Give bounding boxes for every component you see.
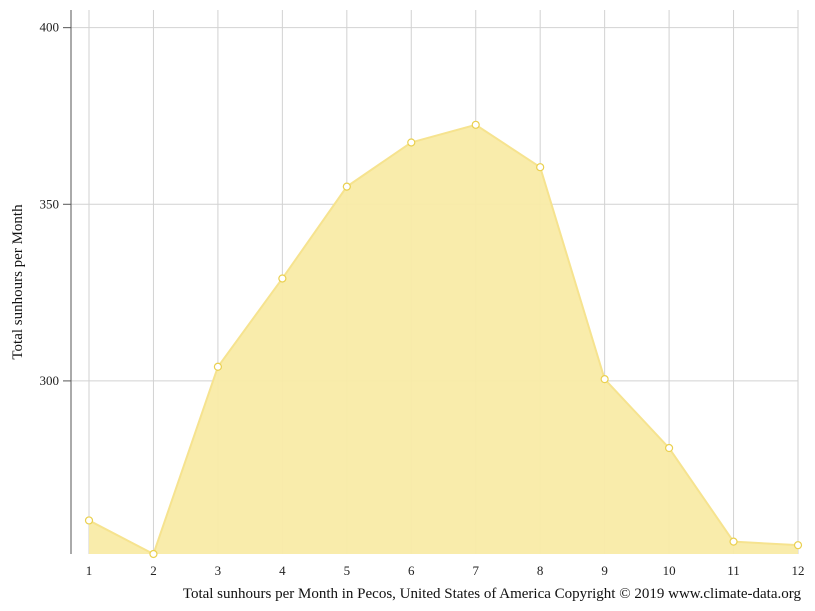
axis-layer <box>63 10 72 554</box>
data-point <box>407 138 416 147</box>
marker-layer <box>84 120 803 559</box>
data-point <box>213 362 223 371</box>
series-line <box>88 123 799 555</box>
data-point <box>84 516 94 525</box>
x-tick-label: 9 <box>601 563 608 578</box>
chart-caption: Total sunhours per Month in Pecos, Unite… <box>183 586 802 602</box>
data-point <box>471 120 480 129</box>
x-tick-label: 1 <box>86 563 93 578</box>
y-tick-label: 400 <box>40 20 60 35</box>
data-point <box>793 541 803 550</box>
data-point <box>536 163 545 172</box>
x-tick-label: 12 <box>792 563 805 578</box>
data-point <box>600 375 609 384</box>
x-tick-label: 4 <box>279 563 286 578</box>
x-tick-label: 6 <box>408 563 415 578</box>
y-axis-title: Total sunhours per Month <box>10 204 26 360</box>
y-tick-label: 350 <box>40 196 60 211</box>
x-tick-label: 5 <box>344 563 351 578</box>
x-tick-label: 7 <box>472 563 479 578</box>
data-point <box>729 537 738 546</box>
x-tick-label: 8 <box>537 563 544 578</box>
x-tick-label: 11 <box>727 563 740 578</box>
x-tick-label: 3 <box>215 563 222 578</box>
area-layer <box>88 123 799 555</box>
series-area <box>89 124 798 555</box>
x-tick-label: 10 <box>663 563 676 578</box>
data-point <box>664 443 674 453</box>
x-tick-label: 2 <box>150 563 157 578</box>
data-point <box>278 274 287 283</box>
data-point <box>342 182 351 191</box>
y-tick-label: 300 <box>40 373 60 388</box>
data-point <box>149 549 158 559</box>
